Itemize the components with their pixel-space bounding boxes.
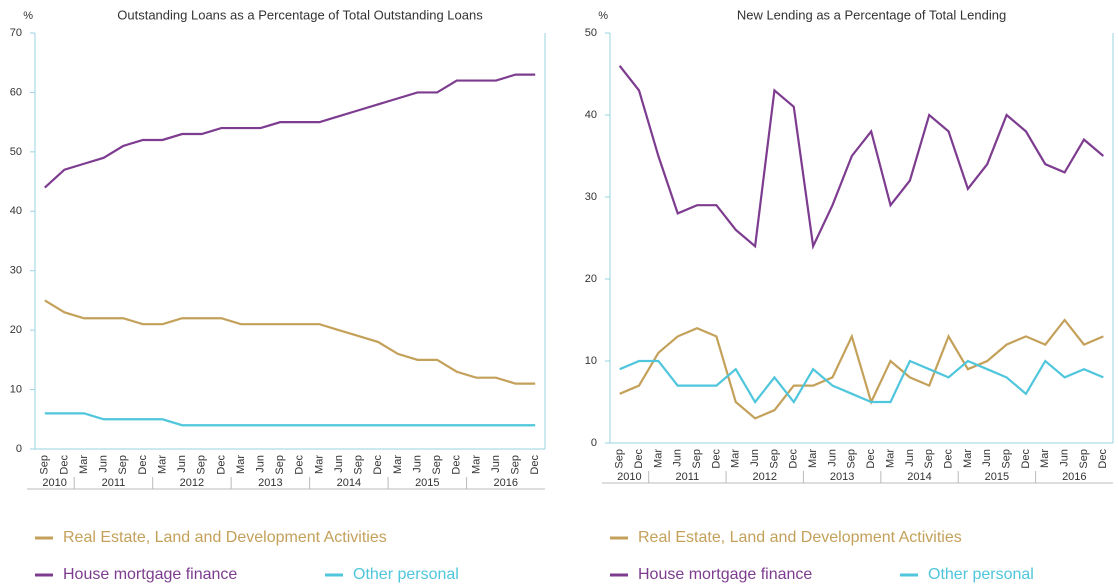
legend-label: House mortgage finance xyxy=(63,566,237,583)
x-tick-label: Mar xyxy=(730,449,742,468)
x-tick-label: Jun xyxy=(98,455,110,473)
x-tick-label: Dec xyxy=(1020,449,1032,469)
x-tick-label: Dec xyxy=(58,455,70,475)
series-line xyxy=(44,299,536,385)
x-tick-label: Dec xyxy=(137,455,149,475)
x-tick-label: Mar xyxy=(156,455,168,474)
y-tick-label: 30 xyxy=(10,265,22,277)
x-tick-label: Mar xyxy=(807,449,819,468)
chart-title: Outstanding Loans as a Percentage of Tot… xyxy=(117,7,483,22)
year-label: 2016 xyxy=(494,477,518,489)
legend-label: Other personal xyxy=(353,566,459,583)
year-label: 2012 xyxy=(180,477,204,489)
x-tick-label: Mar xyxy=(470,455,482,474)
x-tick-label: Jun xyxy=(1059,449,1071,467)
series-line xyxy=(619,318,1104,420)
x-tick-label: Sep xyxy=(923,449,935,469)
x-tick-label: Jun xyxy=(490,455,502,473)
y-axis-label: % xyxy=(23,10,33,22)
x-tick-label: Dec xyxy=(788,449,800,469)
series-line xyxy=(619,359,1104,404)
x-tick-label: Dec xyxy=(942,449,954,469)
y-tick-label: 70 xyxy=(10,27,22,39)
x-tick-label: Sep xyxy=(1078,449,1090,469)
series-line xyxy=(44,412,536,427)
series-line xyxy=(618,65,1105,251)
legend-label: House mortgage finance xyxy=(638,566,812,583)
x-tick-label: Sep xyxy=(353,455,365,475)
x-tick-label: Jun xyxy=(176,455,188,473)
x-tick-label: Sep xyxy=(768,449,780,469)
year-label: 2011 xyxy=(102,477,126,489)
x-tick-label: Mar xyxy=(392,455,404,474)
x-tick-label: Jun xyxy=(981,449,993,467)
x-tick-label: Sep xyxy=(117,455,129,475)
y-tick-label: 40 xyxy=(10,205,22,217)
x-tick-label: Jun xyxy=(411,455,423,473)
y-tick-label: 60 xyxy=(10,86,22,98)
x-tick-label: Jun xyxy=(904,449,916,467)
year-label: 2012 xyxy=(753,471,777,483)
y-tick-label: 50 xyxy=(10,146,22,158)
legend-label: Real Estate, Land and Development Activi… xyxy=(638,529,962,546)
y-tick-label: 10 xyxy=(585,355,597,367)
x-tick-label: Mar xyxy=(235,455,247,474)
x-tick-label: Sep xyxy=(39,455,51,475)
x-tick-label: Dec xyxy=(294,455,306,475)
x-tick-label: Mar xyxy=(78,455,90,474)
x-tick-label: Sep xyxy=(1001,449,1013,469)
legend-label: Other personal xyxy=(928,566,1034,583)
y-tick-label: 10 xyxy=(10,383,22,395)
y-tick-label: 40 xyxy=(585,109,597,121)
legend-label: Real Estate, Land and Development Activi… xyxy=(63,529,387,546)
x-tick-label: Dec xyxy=(633,449,645,469)
x-tick-label: Mar xyxy=(652,449,664,468)
y-tick-label: 20 xyxy=(585,273,597,285)
y-tick-label: 0 xyxy=(591,437,597,449)
x-tick-label: Sep xyxy=(614,449,626,469)
year-label: 2016 xyxy=(1062,471,1086,483)
year-label: 2014 xyxy=(337,477,361,489)
x-tick-label: Jun xyxy=(254,455,266,473)
y-tick-label: 30 xyxy=(585,191,597,203)
x-tick-label: Jun xyxy=(749,449,761,467)
x-tick-label: Sep xyxy=(691,449,703,469)
y-tick-label: 0 xyxy=(16,443,22,455)
y-axis-label: % xyxy=(598,10,608,22)
year-label: 2013 xyxy=(830,471,854,483)
x-tick-label: Dec xyxy=(865,449,877,469)
x-tick-label: Jun xyxy=(826,449,838,467)
x-tick-label: Jun xyxy=(333,455,345,473)
x-tick-label: Mar xyxy=(884,449,896,468)
y-tick-label: 50 xyxy=(585,27,597,39)
x-tick-label: Sep xyxy=(196,455,208,475)
year-label: 2014 xyxy=(907,471,931,483)
x-tick-label: Dec xyxy=(710,449,722,469)
x-tick-label: Dec xyxy=(1097,449,1109,469)
year-label: 2015 xyxy=(415,477,439,489)
year-label: 2010 xyxy=(42,477,66,489)
year-label: 2015 xyxy=(985,471,1009,483)
x-tick-label: Jun xyxy=(672,449,684,467)
chart-title: New Lending as a Percentage of Total Len… xyxy=(737,7,1006,22)
x-tick-label: Mar xyxy=(1039,449,1051,468)
x-tick-label: Dec xyxy=(215,455,227,475)
x-tick-label: Dec xyxy=(372,455,384,475)
x-tick-label: Sep xyxy=(431,455,443,475)
x-tick-label: Mar xyxy=(313,455,325,474)
x-tick-label: Dec xyxy=(529,455,541,475)
x-tick-label: Mar xyxy=(962,449,974,468)
x-tick-label: Sep xyxy=(274,455,286,475)
year-label: 2013 xyxy=(258,477,282,489)
year-label: 2010 xyxy=(617,471,641,483)
year-label: 2011 xyxy=(676,471,700,483)
y-tick-label: 20 xyxy=(10,324,22,336)
x-tick-label: Dec xyxy=(451,455,463,475)
x-tick-label: Sep xyxy=(509,455,521,475)
x-tick-label: Sep xyxy=(846,449,858,469)
series-line xyxy=(44,73,536,189)
